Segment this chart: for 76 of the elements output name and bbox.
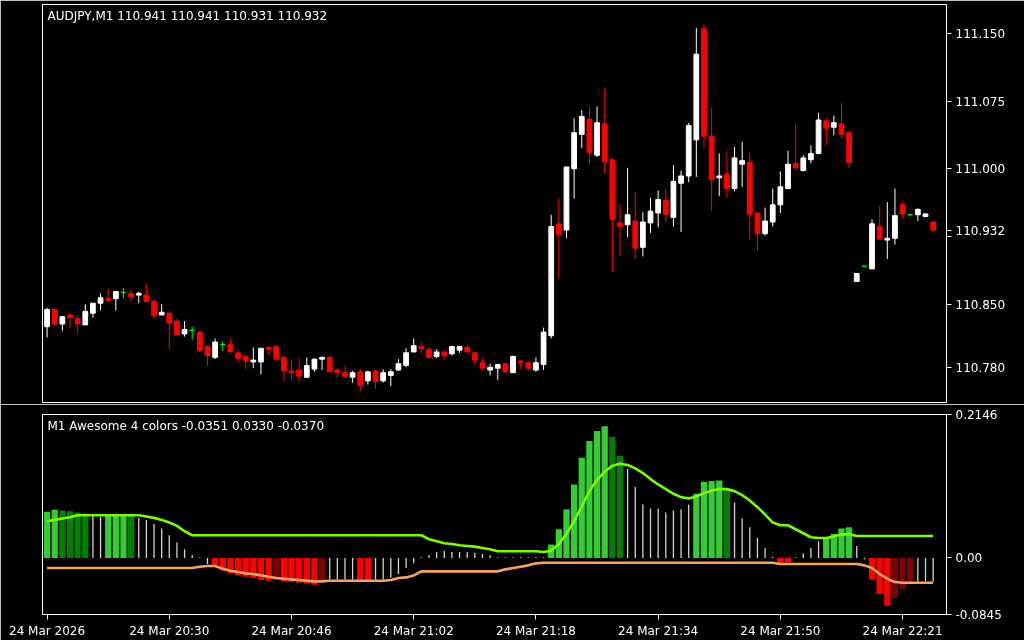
line-series [45, 462, 935, 554]
candlestick [357, 368, 364, 393]
candlestick [662, 188, 669, 223]
bar [357, 558, 364, 581]
candlestick [777, 170, 784, 214]
y-tick-label: 110.850 [955, 297, 1006, 312]
candlestick [769, 188, 776, 228]
candlestick [724, 150, 730, 199]
bar [601, 426, 608, 558]
candlestick [281, 355, 287, 382]
bar [784, 558, 792, 563]
bar [777, 558, 784, 563]
candlestick [823, 117, 830, 146]
candlestick [884, 201, 891, 260]
y-tick-label: 111.000 [955, 162, 1006, 177]
bar [43, 511, 51, 558]
candlestick [342, 365, 348, 377]
candlestick [716, 152, 723, 197]
y-tick-label: 0.2146 [955, 408, 998, 422]
x-tick-label: 24 Mar 21:18 [495, 623, 576, 638]
bar [693, 493, 700, 558]
bar [127, 515, 135, 558]
x-tick-label: 24 Mar 2026 [9, 623, 86, 638]
candlestick [830, 115, 837, 136]
chart-title: M1 Awesome 4 colors -0.0351 0.0330 -0.0370 [47, 418, 325, 433]
candlestick [212, 337, 218, 360]
y-tick-label: 110.780 [955, 360, 1006, 375]
x-tick-label: 24 Mar 21:02 [373, 623, 454, 638]
candlestick [112, 290, 119, 311]
x-tick-label: 24 Mar 22:21 [862, 623, 943, 638]
bar [823, 537, 830, 558]
bar [609, 436, 616, 558]
candlestick [762, 207, 768, 237]
candlestick [876, 205, 883, 240]
candlestick [624, 167, 631, 238]
candlestick [128, 289, 134, 302]
candlestick [235, 348, 241, 364]
bar [105, 515, 112, 558]
x-tick-label: 24 Mar 20:30 [129, 623, 210, 638]
candlestick [258, 346, 264, 376]
y-tick-label: 0.00 [955, 551, 983, 566]
candlestick [578, 109, 585, 149]
candlestick [151, 298, 157, 320]
x-tick-label: 24 Mar 20:46 [251, 623, 332, 638]
line-series [45, 561, 935, 585]
y-tick-label: -0.0845 [955, 608, 1002, 622]
candlestick [82, 303, 89, 326]
bar [212, 558, 219, 566]
chart-title: AUDJPY,M1 110.941 110.941 110.931 110.932 [47, 8, 328, 23]
x-tick-label: 24 Mar 21:50 [740, 623, 821, 638]
y-tick-label: 110.932 [955, 223, 1006, 238]
y-tick-label: 111.150 [955, 26, 1006, 41]
bar [723, 489, 731, 558]
bar [66, 511, 74, 558]
bar [616, 455, 624, 558]
x-tick-label: 24 Mar 21:34 [618, 623, 699, 638]
bar [318, 558, 326, 581]
candlestick [792, 124, 799, 172]
candlestick [487, 363, 493, 376]
candlestick [166, 310, 173, 350]
y-tick-label: 111.075 [955, 94, 1006, 109]
candlestick [403, 347, 409, 368]
candlestick [838, 102, 845, 139]
candlestick [67, 311, 73, 329]
candlestick [617, 203, 623, 257]
candlestick [250, 346, 257, 369]
candlestick [892, 188, 898, 246]
candlestick [372, 369, 379, 390]
candlestick [319, 355, 325, 371]
candlestick [678, 170, 684, 233]
bar [59, 510, 66, 558]
candlestick [808, 144, 814, 164]
bar [51, 509, 58, 558]
candlestick [555, 198, 562, 280]
candlestick [74, 315, 81, 335]
bar [364, 558, 372, 581]
